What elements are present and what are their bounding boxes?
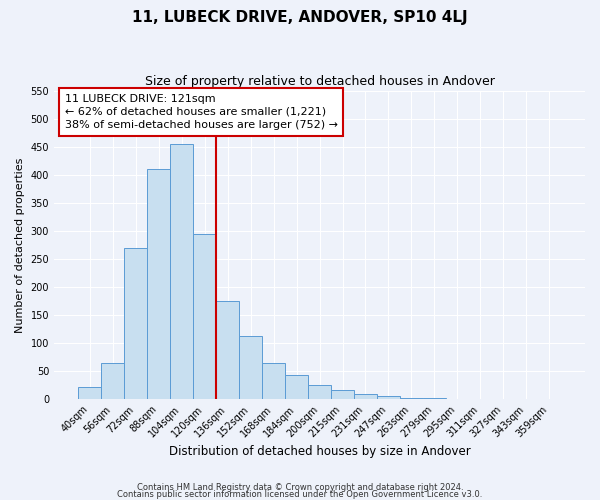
- Bar: [239, 336, 262, 399]
- Bar: [308, 385, 331, 399]
- Title: Size of property relative to detached houses in Andover: Size of property relative to detached ho…: [145, 75, 494, 88]
- Bar: [262, 362, 285, 399]
- Bar: [469, 398, 492, 399]
- Text: 11 LUBECK DRIVE: 121sqm
← 62% of detached houses are smaller (1,221)
38% of semi: 11 LUBECK DRIVE: 121sqm ← 62% of detache…: [65, 94, 338, 130]
- Bar: [101, 362, 124, 399]
- Bar: [492, 398, 515, 399]
- Bar: [423, 398, 446, 399]
- Bar: [331, 390, 354, 399]
- Bar: [193, 234, 216, 399]
- Bar: [538, 398, 561, 399]
- Bar: [377, 396, 400, 399]
- Bar: [147, 169, 170, 399]
- Bar: [124, 248, 147, 399]
- Y-axis label: Number of detached properties: Number of detached properties: [15, 157, 25, 332]
- Bar: [170, 144, 193, 399]
- Text: Contains public sector information licensed under the Open Government Licence v3: Contains public sector information licen…: [118, 490, 482, 499]
- Bar: [216, 301, 239, 399]
- Bar: [446, 398, 469, 399]
- Text: Contains HM Land Registry data © Crown copyright and database right 2024.: Contains HM Land Registry data © Crown c…: [137, 484, 463, 492]
- Text: 11, LUBECK DRIVE, ANDOVER, SP10 4LJ: 11, LUBECK DRIVE, ANDOVER, SP10 4LJ: [132, 10, 468, 25]
- Bar: [78, 387, 101, 399]
- X-axis label: Distribution of detached houses by size in Andover: Distribution of detached houses by size …: [169, 444, 470, 458]
- Bar: [515, 398, 538, 399]
- Bar: [354, 394, 377, 399]
- Bar: [285, 375, 308, 399]
- Bar: [400, 398, 423, 399]
